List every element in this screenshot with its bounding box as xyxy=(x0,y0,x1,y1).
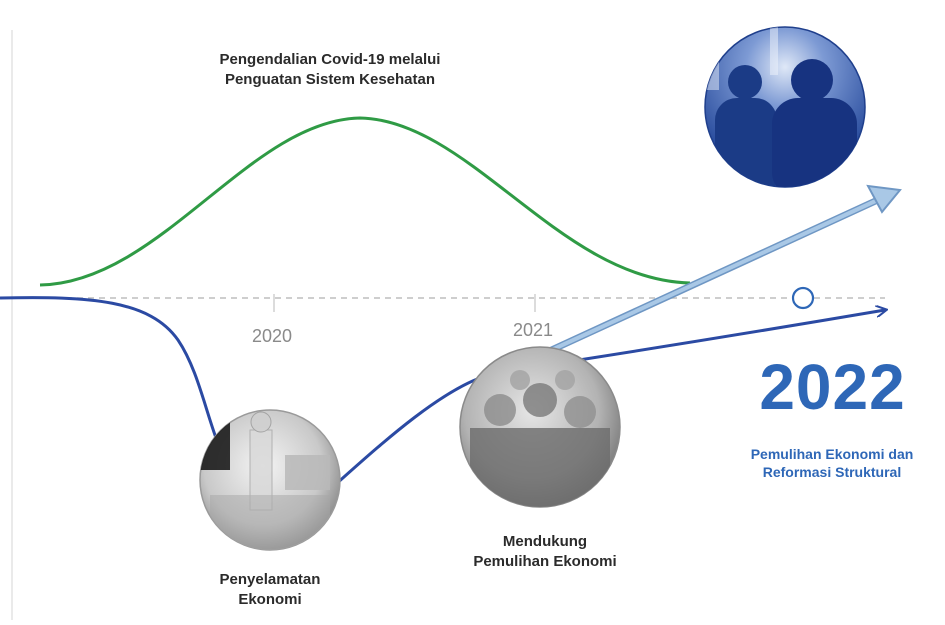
photo-economic-support xyxy=(459,346,621,508)
growth-arrow xyxy=(543,196,884,355)
support-phase-label: Mendukung Pemulihan Ekonomi xyxy=(430,532,660,571)
year-label-2021: 2021 xyxy=(513,320,553,340)
photo-economic-rescue xyxy=(199,409,341,551)
reform-phase-line2: Reformasi Struktural xyxy=(762,464,902,481)
rescue-phase-label: Penyelamatan Ekonomi xyxy=(185,570,355,609)
milestone-2022-marker xyxy=(791,286,815,310)
reform-phase-line1: Pemulihan Ekonomi dan xyxy=(750,446,914,462)
health-phase-line2: Penguatan Sistem Kesehatan xyxy=(224,70,436,88)
year-2022-heading: 2022 xyxy=(759,351,906,423)
health-curve xyxy=(39,116,691,287)
photo-future-silhouettes xyxy=(704,26,866,188)
rescue-phase-line2: Ekonomi xyxy=(238,590,302,608)
rescue-phase-line1: Penyelamatan xyxy=(219,571,321,588)
year-label-2020: 2020 xyxy=(252,326,292,346)
support-phase-line1: Mendukung xyxy=(502,533,588,550)
economy-curve-decline xyxy=(0,296,237,476)
health-phase-line1: Pengendalian Covid-19 melalui xyxy=(219,51,441,68)
health-phase-label: Pengendalian Covid-19 melalui Penguatan … xyxy=(150,50,510,89)
reform-phase-label: Pemulihan Ekonomi dan Reformasi Struktur… xyxy=(712,445,945,481)
support-phase-line2: Pemulihan Ekonomi xyxy=(473,552,617,570)
growth-arrow-head xyxy=(866,184,902,214)
